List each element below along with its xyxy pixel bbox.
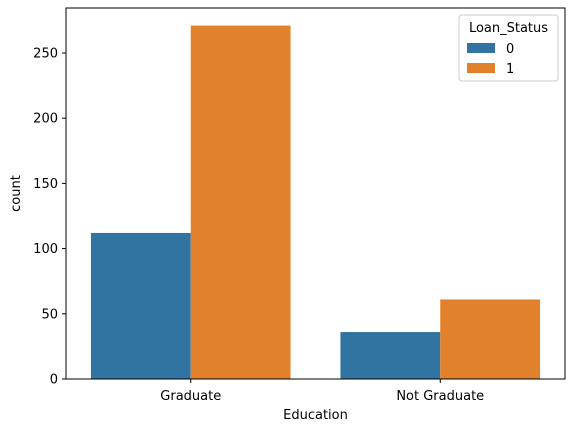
y-tick-label: 250 (33, 46, 58, 61)
legend-title: Loan_Status (469, 21, 548, 36)
y-axis-label: count (9, 175, 24, 212)
legend-swatch-0 (467, 43, 495, 53)
bars-group (90, 25, 541, 380)
legend: Loan_Status 01 (458, 14, 559, 82)
legend-label-1: 1 (506, 62, 514, 77)
x-axis: Graduate Not Graduate (160, 379, 484, 404)
y-tick-label: 0 (50, 373, 58, 388)
plot-frame (65, 7, 566, 380)
y-tick-label: 100 (33, 242, 58, 257)
x-tick-label: Graduate (160, 389, 221, 404)
bar-2-series-1 (440, 299, 541, 379)
bar-1-series-0 (90, 232, 191, 379)
y-tick-label: 50 (41, 307, 58, 322)
y-axis: 0 50 100 150 200 250 (33, 46, 66, 388)
x-axis-label: Education (283, 408, 348, 423)
legend-label-0: 0 (506, 42, 514, 57)
x-tick-label: Not Graduate (396, 389, 484, 404)
y-tick-label: 150 (33, 177, 58, 192)
bar-1-series-1 (190, 25, 291, 380)
legend-swatch-1 (467, 63, 495, 73)
bar-2-series-0 (340, 332, 441, 379)
legend-items: 01 (467, 42, 514, 77)
y-tick-label: 200 (33, 112, 58, 127)
